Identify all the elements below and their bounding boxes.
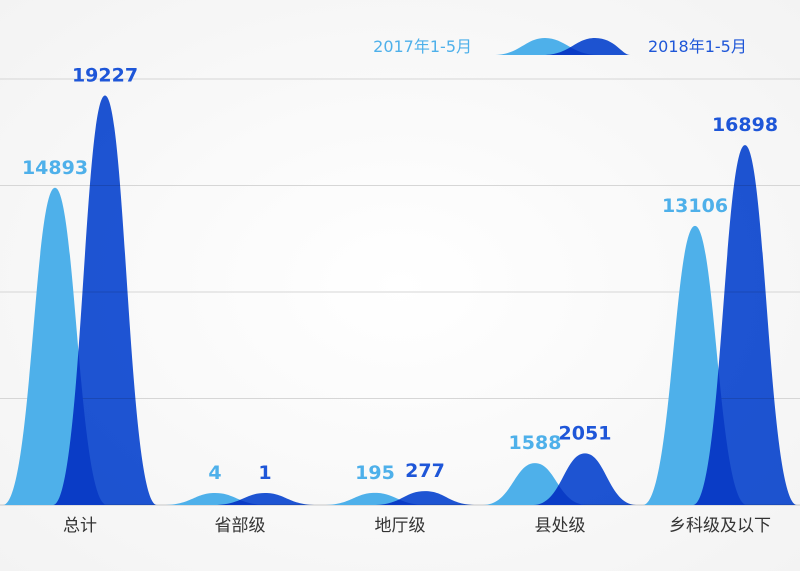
area-2018 [213, 493, 317, 505]
data-label: 16898 [712, 114, 778, 136]
data-label: 4 [208, 462, 221, 484]
data-label: 277 [405, 460, 445, 482]
legend-label-2018: 2018年1-5月 [648, 37, 747, 56]
category-labels: 总计 省部级 地厅级 县处级 乡科级及以下 [63, 516, 771, 536]
data-label: 13106 [662, 195, 728, 217]
area-2018 [53, 95, 157, 505]
data-label: 195 [355, 462, 395, 484]
area-2018 [373, 491, 477, 505]
data-label: 1 [258, 462, 271, 484]
legend: 2017年1-5月 2018年1-5月 [373, 37, 747, 56]
category-label: 地厅级 [375, 516, 426, 536]
category-label: 县处级 [535, 516, 586, 536]
area-2018 [693, 145, 797, 505]
category-label: 省部级 [215, 516, 266, 536]
series-shapes [3, 95, 797, 505]
legend-swatch-2018 [543, 38, 630, 55]
data-label: 1588 [509, 432, 562, 454]
category-label: 总计 [63, 516, 97, 536]
data-label: 19227 [72, 64, 138, 86]
area-2018 [533, 453, 637, 505]
data-label: 2051 [559, 422, 612, 444]
category-label: 乡科级及以下 [669, 516, 771, 536]
data-label: 14893 [22, 157, 88, 179]
legend-label-2017: 2017年1-5月 [373, 37, 472, 56]
